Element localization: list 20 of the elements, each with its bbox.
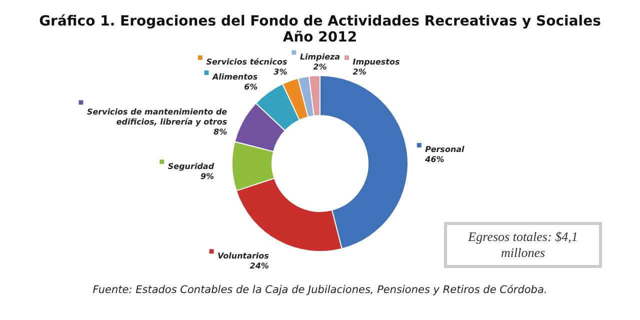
data-label: 8% (214, 127, 228, 136)
text: Egresos totales: $4,1 millones (444, 222, 602, 268)
data-label: 2% (352, 68, 366, 77)
data-label: 6% (244, 82, 258, 92)
text: Gráfico 1. Erogaciones del Fondo de Actividades Recreativas y Sociales (39, 13, 601, 30)
legend-label: Servicios técnicos (206, 58, 288, 67)
legend-label: Alimentos (211, 72, 258, 82)
legend-label: Voluntarios (218, 251, 270, 260)
source-note: Fuente: Estados Contables de la Caja de Jubilaciones, Pensiones y Retiros de Córdoba. (92, 284, 548, 296)
legend-label: Servicios de mantenimiento de edificios, librería y otros (86, 107, 228, 126)
data-label: 2% (313, 62, 327, 72)
legend-label: Seguridad (168, 162, 214, 171)
data-label: 24% (250, 261, 269, 270)
legend-label: Personal (425, 145, 465, 154)
data-label: 9% (200, 172, 214, 181)
legend-label: Limpieza (300, 52, 340, 62)
data-label: 46% (424, 155, 444, 164)
text: Año 2012 (282, 29, 358, 46)
legend-label: Impuestos (352, 58, 400, 67)
data-label: 3% (274, 68, 288, 77)
